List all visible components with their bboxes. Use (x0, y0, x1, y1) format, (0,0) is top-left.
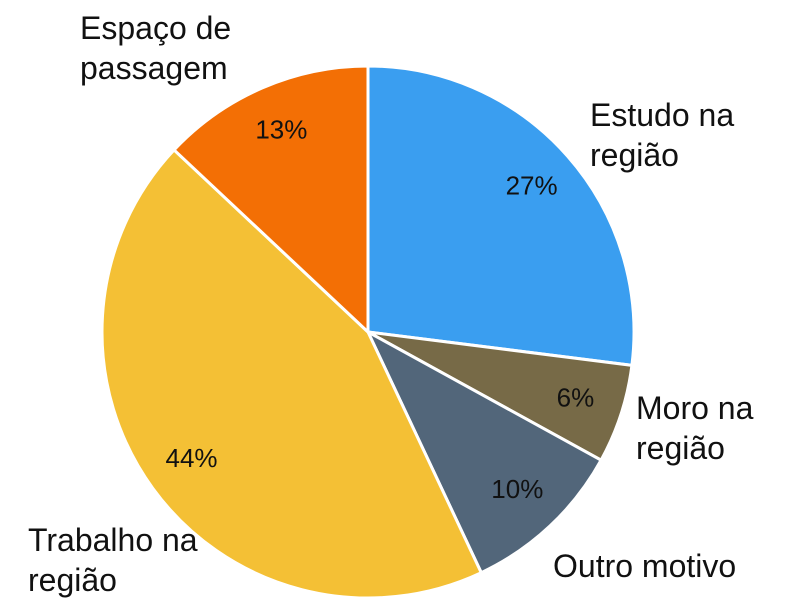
category-label: Outro motivo (553, 548, 737, 584)
pie-slice (171, 64, 370, 336)
value-label: 6% (557, 382, 595, 412)
pie-slice (100, 147, 484, 600)
category-label: Estudo na região (590, 97, 735, 173)
pie-slice (364, 328, 604, 575)
category-label: Espaço de passagem (80, 10, 232, 86)
value-label: 10% (491, 474, 543, 504)
category-label: Trabalho na região (28, 522, 198, 598)
pie-slice (366, 64, 636, 368)
value-label: 27% (506, 171, 558, 201)
value-label: 13% (255, 115, 307, 145)
value-label: 44% (166, 443, 218, 473)
category-label: Moro na região (636, 390, 754, 466)
